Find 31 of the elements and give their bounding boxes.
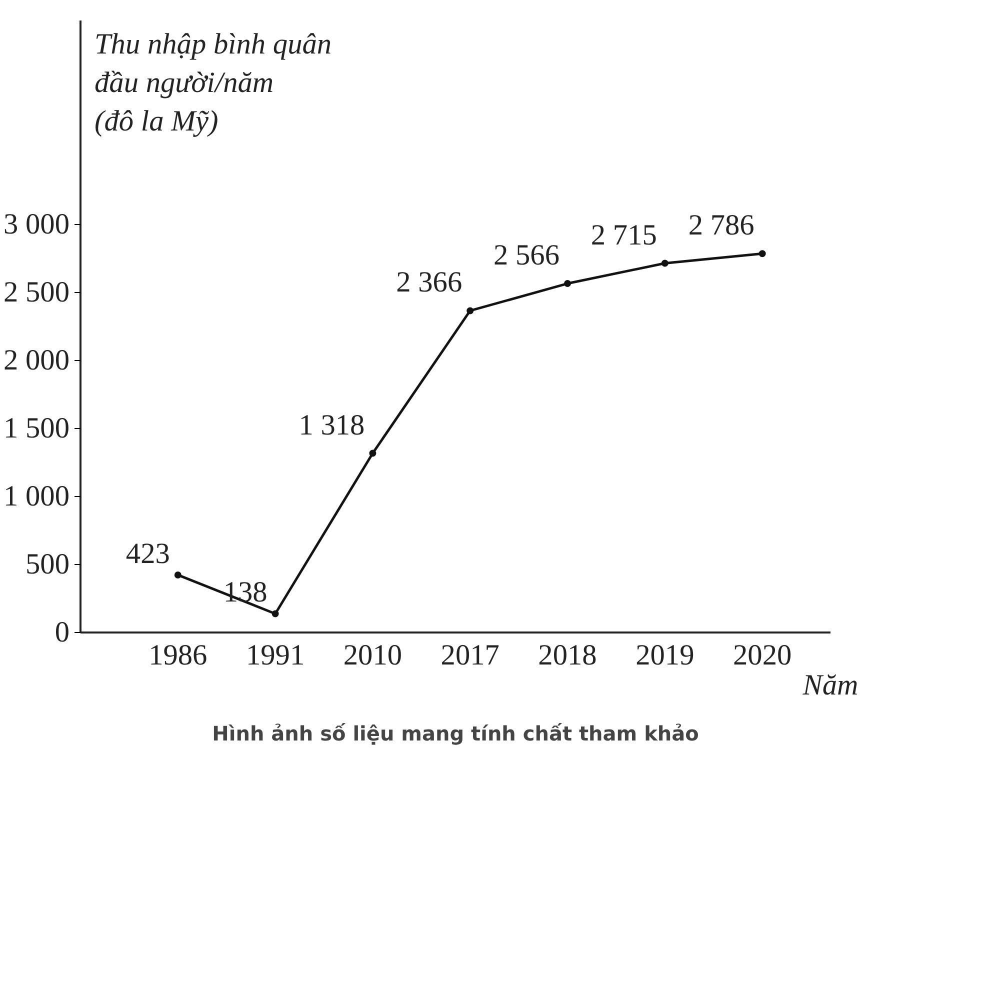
data-label: 2 786 [688, 210, 754, 242]
y-tick-label: 500 [26, 548, 70, 580]
x-tick-label: 1986 [148, 640, 208, 672]
point [272, 610, 279, 618]
point [466, 307, 474, 314]
x-tick-label: 2017 [440, 640, 500, 672]
y-tick-label: 1 500 [4, 412, 70, 444]
point [564, 280, 572, 288]
data-label: 138 [223, 576, 268, 609]
text: Hình ảnh số liệu mang tính chất tham khảo [212, 722, 699, 746]
y-tick-label: 2 000 [4, 344, 70, 376]
y-tick-label: 1 000 [4, 480, 70, 512]
data-label: 2 566 [494, 240, 560, 272]
data-label: 2 715 [590, 219, 657, 252]
y-tick-label: 2 500 [4, 276, 70, 308]
y-tick-label: 0 [54, 616, 70, 648]
x-tick-label: 2018 [538, 640, 597, 672]
x-tick-label: 2010 [343, 640, 402, 672]
point [758, 250, 766, 258]
x-tick-label: 2020 [732, 640, 792, 672]
x-tick-label: 1991 [246, 640, 305, 672]
point [369, 450, 376, 457]
point [174, 571, 182, 578]
data-label: 1 318 [298, 409, 365, 442]
data-label: 2 366 [396, 266, 462, 299]
y-tick-label: 3 000 [4, 208, 70, 240]
y-axis-title: Thu nhập bình quân đầu người/năm (đô la Mỹ) [94, 28, 332, 138]
data-label: 423 [126, 538, 170, 570]
point [661, 260, 668, 267]
x-tick-label: 2019 [636, 640, 694, 672]
x-axis-title: Năm [802, 670, 858, 702]
